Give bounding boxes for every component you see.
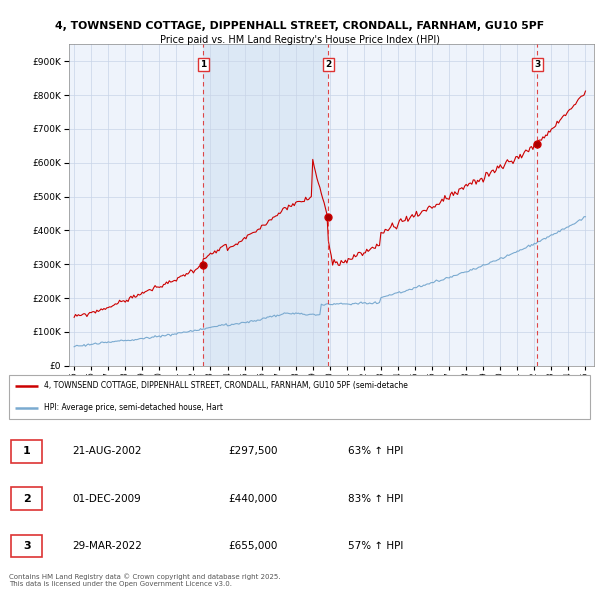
Text: 2: 2 — [325, 60, 331, 69]
Text: 29-MAR-2022: 29-MAR-2022 — [72, 541, 142, 550]
FancyBboxPatch shape — [11, 440, 43, 463]
Text: 01-DEC-2009: 01-DEC-2009 — [72, 494, 141, 503]
Text: 1: 1 — [23, 447, 31, 456]
FancyBboxPatch shape — [11, 535, 43, 558]
Text: £440,000: £440,000 — [228, 494, 277, 503]
Text: Contains HM Land Registry data © Crown copyright and database right 2025.
This d: Contains HM Land Registry data © Crown c… — [9, 573, 281, 587]
Text: 4, TOWNSEND COTTAGE, DIPPENHALL STREET, CRONDALL, FARNHAM, GU10 5PF: 4, TOWNSEND COTTAGE, DIPPENHALL STREET, … — [55, 21, 545, 31]
FancyBboxPatch shape — [9, 375, 590, 419]
Text: 57% ↑ HPI: 57% ↑ HPI — [348, 541, 403, 550]
Text: 2: 2 — [23, 494, 31, 503]
FancyBboxPatch shape — [11, 487, 43, 510]
Text: 3: 3 — [23, 541, 31, 550]
Text: £297,500: £297,500 — [228, 447, 277, 456]
Text: 63% ↑ HPI: 63% ↑ HPI — [348, 447, 403, 456]
Text: 83% ↑ HPI: 83% ↑ HPI — [348, 494, 403, 503]
Text: 3: 3 — [534, 60, 541, 69]
Bar — [203, 44, 328, 366]
Text: Price paid vs. HM Land Registry's House Price Index (HPI): Price paid vs. HM Land Registry's House … — [160, 35, 440, 45]
Text: 21-AUG-2002: 21-AUG-2002 — [72, 447, 142, 456]
Text: 1: 1 — [200, 60, 206, 69]
Text: £655,000: £655,000 — [228, 541, 277, 550]
Text: 4, TOWNSEND COTTAGE, DIPPENHALL STREET, CRONDALL, FARNHAM, GU10 5PF (semi-detach: 4, TOWNSEND COTTAGE, DIPPENHALL STREET, … — [44, 381, 408, 390]
Text: HPI: Average price, semi-detached house, Hart: HPI: Average price, semi-detached house,… — [44, 404, 223, 412]
